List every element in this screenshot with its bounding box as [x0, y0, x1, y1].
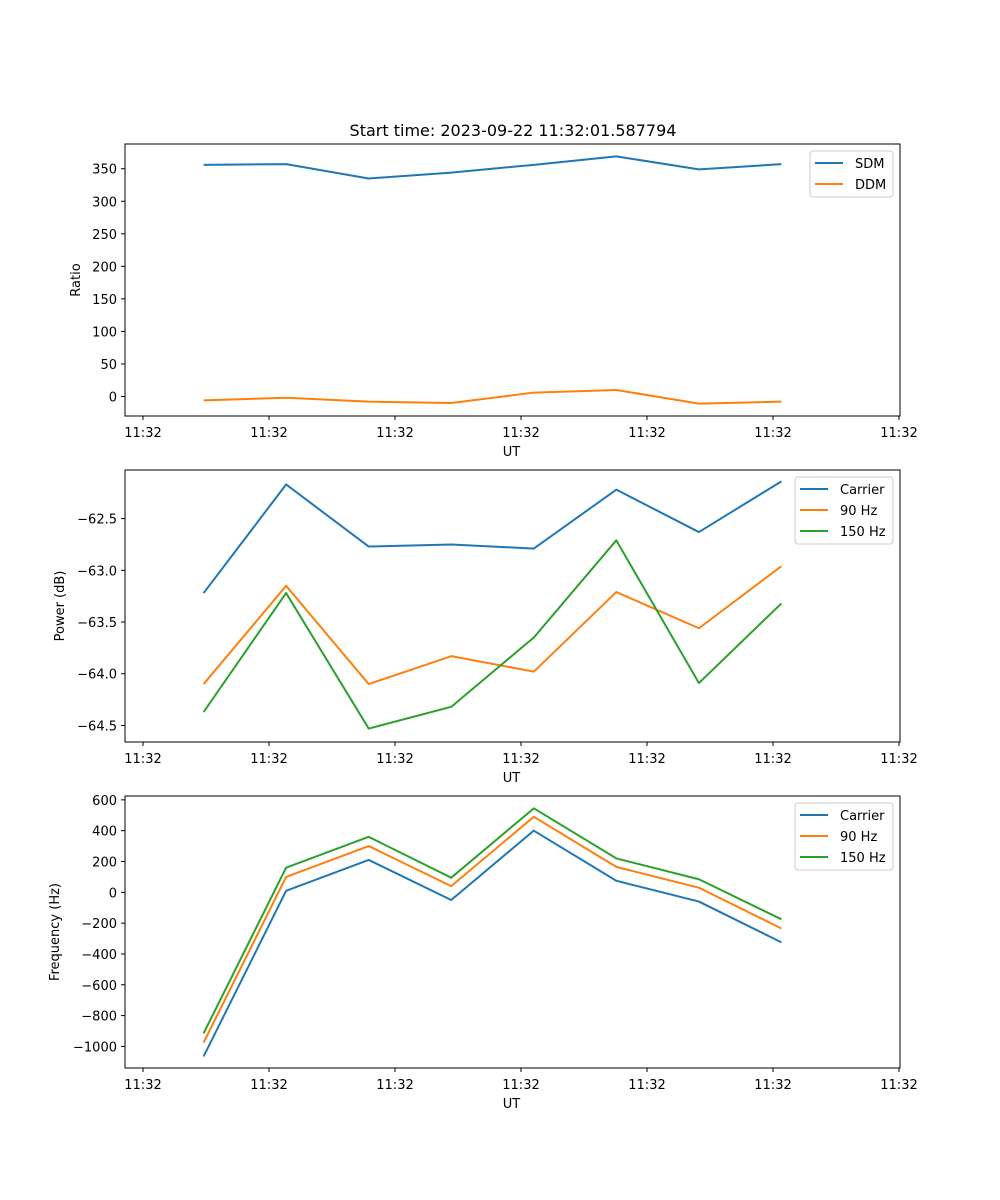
frequency-series-carrier-line	[202, 829, 782, 1057]
power-y-axis-label: Power (dB)	[53, 571, 68, 642]
frequency-y-tick-label: −800	[81, 1010, 117, 1025]
frequency-x-tick-label: 11:32	[502, 1078, 539, 1093]
frequency-series-90-hz-line	[202, 815, 782, 1044]
ratio-y-tick-label: 150	[92, 293, 117, 308]
frequency-axes-frame	[124, 795, 901, 1069]
power-axes-frame	[124, 469, 901, 743]
ratio-legend-label-ddm: DDM	[855, 178, 886, 193]
power-y-tick-label: −63.0	[77, 564, 117, 579]
frequency-series-150-hz-line	[202, 807, 782, 1034]
frequency-y-tick-label: 0	[109, 886, 117, 901]
power-x-tick-label: 11:32	[502, 752, 539, 767]
frequency-legend: Carrier 90 Hz 150 Hz	[794, 802, 894, 871]
power-legend-label-carrier: Carrier	[840, 483, 885, 498]
power-x-tick-label: 11:32	[376, 752, 413, 767]
frequency-x-tick-label: 11:32	[376, 1078, 413, 1093]
ratio-x-tick-label: 11:32	[250, 426, 287, 441]
power-x-tick-label: 11:32	[628, 752, 665, 767]
power-y-tick-label: −64.5	[77, 719, 117, 734]
frequency-panel: 11:32 11:32 11:32 11:32 11:32 11:32 11:32 −1000…	[48, 794, 918, 1112]
frequency-y-tick-label: −600	[81, 979, 117, 994]
ratio-axes-frame	[124, 143, 901, 417]
power-x-tick-label: 11:32	[880, 752, 917, 767]
power-y-tick-label: −64.0	[77, 668, 117, 683]
ratio-series-sdm-line	[203, 155, 782, 180]
power-series-carrier-line	[202, 480, 782, 594]
power-y-tick-label: −62.5	[77, 513, 117, 528]
frequency-x-tick-label: 11:32	[124, 1078, 161, 1093]
ratio-series-ddm-line	[203, 388, 782, 405]
frequency-x-axis-label: UT	[503, 1097, 521, 1112]
frequency-y-tick-label: 400	[92, 825, 117, 840]
ratio-y-tick-label: 350	[92, 163, 117, 178]
ratio-legend: SDM DDM	[809, 150, 894, 198]
ratio-x-tick-label: 11:32	[754, 426, 791, 441]
ratio-x-tick-label: 11:32	[376, 426, 413, 441]
power-legend: Carrier 90 Hz 150 Hz	[794, 476, 894, 545]
frequency-y-tick-label: 600	[92, 794, 117, 809]
frequency-y-tick-label: −200	[81, 917, 117, 932]
ratio-x-tick-label: 11:32	[502, 426, 539, 441]
power-x-tick-label: 11:32	[754, 752, 791, 767]
frequency-x-tick-label: 11:32	[628, 1078, 665, 1093]
power-x-axis-label: UT	[503, 771, 521, 786]
ratio-panel: 11:32 11:32 11:32 11:32 11:32 11:32 11:32 0 50 10…	[69, 143, 918, 460]
chart-title: Start time: 2023-09-22 11:32:01.587794	[350, 121, 677, 140]
frequency-y-axis-label: Frequency (Hz)	[48, 883, 63, 981]
frequency-x-tick-label: 11:32	[250, 1078, 287, 1093]
frequency-y-tick-label: −400	[81, 948, 117, 963]
frequency-x-tick-label: 11:32	[754, 1078, 791, 1093]
frequency-legend-label-carrier: Carrier	[840, 809, 885, 824]
ratio-y-axis-label: Ratio	[69, 263, 84, 296]
ratio-x-tick-label: 11:32	[124, 426, 161, 441]
ratio-x-axis-label: UT	[503, 445, 521, 460]
ratio-y-tick-label: 0	[109, 390, 117, 405]
ratio-y-tick-label: 300	[92, 195, 117, 210]
power-legend-box	[794, 476, 894, 545]
power-legend-label-150-hz: 150 Hz	[840, 525, 886, 540]
frequency-y-tick-label: −1000	[73, 1040, 117, 1055]
ratio-y-tick-label: 250	[92, 228, 117, 243]
frequency-x-tick-label: 11:32	[880, 1078, 917, 1093]
power-series-150-hz-line	[202, 539, 783, 730]
power-legend-label-90-hz: 90 Hz	[840, 504, 877, 519]
ratio-y-tick-label: 100	[92, 325, 117, 340]
frequency-legend-box	[794, 802, 894, 871]
power-series-90-hz-line	[202, 565, 783, 686]
frequency-legend-label-150-hz: 150 Hz	[840, 851, 886, 866]
power-panel: 11:32 11:32 11:32 11:32 11:32 11:32 11:32 −64.5…	[53, 469, 918, 786]
frequency-y-tick-label: 200	[92, 855, 117, 870]
ratio-legend-label-sdm: SDM	[855, 157, 884, 172]
power-x-tick-label: 11:32	[250, 752, 287, 767]
power-x-tick-label: 11:32	[124, 752, 161, 767]
ratio-y-tick-label: 200	[92, 260, 117, 275]
power-y-tick-label: −63.5	[77, 616, 117, 631]
ratio-x-tick-label: 11:32	[880, 426, 917, 441]
ratio-y-tick-label: 50	[100, 358, 117, 373]
ratio-x-tick-label: 11:32	[628, 426, 665, 441]
frequency-legend-label-90-hz: 90 Hz	[840, 830, 877, 845]
